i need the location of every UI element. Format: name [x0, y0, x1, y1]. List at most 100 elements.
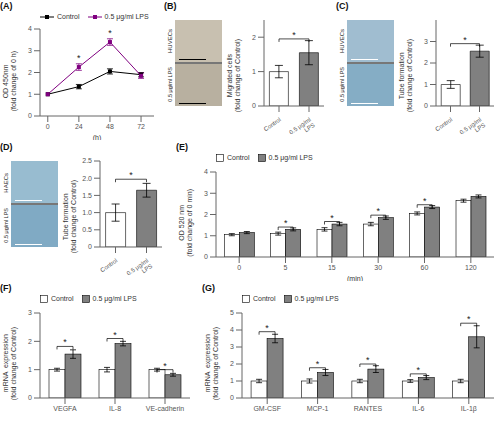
svg-text:(min): (min) [347, 275, 363, 281]
html-text:OD 520 nm (fold change of 0 mi: OD 520 nm (fold change of 0 min) [178, 188, 193, 257]
svg-text:Control: Control [263, 116, 282, 132]
html-text:0.5 μg/ml LPS: 0.5 μg/ml LPS [2, 208, 9, 243]
html-text:(D): (D) [0, 142, 13, 152]
svg-text:4: 4 [230, 326, 234, 333]
svg-text:3: 3 [28, 309, 32, 316]
svg-text:3: 3 [424, 38, 428, 45]
svg-text:*: * [129, 170, 133, 180]
svg-text:0: 0 [28, 394, 32, 401]
svg-text:3: 3 [28, 47, 32, 54]
svg-text:4: 4 [204, 168, 208, 175]
svg-text:(h): (h) [93, 134, 102, 140]
svg-text:0: 0 [88, 243, 92, 250]
svg-text:15: 15 [328, 264, 336, 271]
html-text:(C): (C) [336, 1, 349, 11]
html-text:Control: Control [227, 154, 250, 161]
svg-text:0: 0 [237, 264, 241, 271]
html-text:Tube formation (fold change of: Tube formation (fold change of Control) [398, 39, 413, 113]
svg-text:*: * [284, 218, 288, 228]
svg-text:120: 120 [465, 264, 477, 271]
svg-text:VE-cadherin: VE-cadherin [146, 405, 185, 412]
svg-text:5: 5 [284, 264, 288, 271]
svg-text:VEGFA: VEGFA [53, 405, 77, 412]
svg-text:2: 2 [252, 34, 256, 41]
svg-text:1.0: 1.0 [82, 209, 92, 216]
svg-text:*: * [467, 314, 471, 324]
html-text:(B): (B) [164, 1, 177, 11]
svg-text:IL-8: IL-8 [109, 405, 121, 412]
html-text:mRNA expression (fold change o: mRNA expression (fold change of Control) [204, 326, 219, 401]
html-text:Migrated cells (fold change of: Migrated cells (fold change of Control) [226, 39, 241, 113]
svg-text:*: * [463, 35, 467, 45]
svg-text:24: 24 [75, 123, 83, 130]
svg-text:0: 0 [28, 112, 32, 119]
svg-text:*: * [63, 337, 67, 347]
svg-text:1: 1 [204, 232, 208, 239]
svg-text:0.5 μg/mlLPS: 0.5 μg/mlLPS [288, 116, 316, 140]
svg-text:Control: Control [99, 257, 118, 273]
svg-text:*: * [423, 196, 427, 206]
svg-text:*: * [163, 361, 167, 371]
svg-text:48: 48 [106, 123, 114, 130]
svg-text:0.5: 0.5 [82, 226, 92, 233]
svg-text:*: * [330, 213, 334, 223]
html-text:mRNA expression (fold change o: mRNA expression (fold change of Control) [2, 326, 17, 401]
html-text:0.5 μg/ml LPS: 0.5 μg/ml LPS [338, 67, 345, 102]
svg-text:2: 2 [28, 338, 32, 345]
svg-text:GM-CSF: GM-CSF [253, 405, 281, 412]
svg-text:0: 0 [230, 394, 234, 401]
svg-text:0: 0 [46, 123, 50, 130]
svg-text:72: 72 [137, 123, 145, 130]
html-text:0.5 μg/ml LPS: 0.5 μg/ml LPS [166, 67, 173, 102]
svg-text:*: * [377, 206, 381, 216]
svg-text:2: 2 [28, 69, 32, 76]
svg-text:2: 2 [204, 211, 208, 218]
svg-text:*: * [316, 359, 320, 369]
svg-text:4: 4 [28, 25, 32, 32]
svg-text:1: 1 [28, 91, 32, 98]
svg-text:1: 1 [252, 68, 256, 75]
html-text:OD 450nm (fold change of 0 h): OD 450nm (fold change of 0 h) [2, 51, 17, 112]
svg-text:IL-1β: IL-1β [461, 405, 477, 413]
svg-text:*: * [108, 28, 112, 38]
svg-text:2: 2 [230, 360, 234, 367]
svg-text:Control: Control [434, 116, 453, 132]
svg-text:2.0: 2.0 [82, 175, 92, 182]
svg-text:0: 0 [424, 102, 428, 109]
svg-text:IL-6: IL-6 [412, 405, 424, 412]
html-text:HUVECs: HUVECs [166, 29, 173, 54]
svg-text:*: * [265, 323, 269, 333]
svg-text:60: 60 [421, 264, 429, 271]
svg-text:*: * [113, 330, 117, 340]
svg-text:*: * [292, 30, 296, 40]
svg-text:2: 2 [424, 59, 428, 66]
svg-text:5: 5 [230, 309, 234, 316]
svg-text:3: 3 [204, 190, 208, 197]
svg-text:*: * [417, 365, 421, 375]
svg-text:2.5: 2.5 [82, 157, 92, 164]
svg-text:MCP-1: MCP-1 [307, 405, 329, 412]
html-text:HUVECs: HUVECs [338, 29, 345, 54]
svg-text:0.5 μg/mlLPS: 0.5 μg/mlLPS [459, 116, 487, 140]
html-text:0.5 μg/ml LPS: 0.5 μg/ml LPS [268, 154, 313, 161]
svg-text:1: 1 [230, 377, 234, 384]
svg-text:*: * [366, 355, 370, 365]
svg-text:1: 1 [424, 81, 428, 88]
svg-text:*: * [77, 53, 81, 63]
html-text:(A): (A) [0, 1, 13, 11]
html-text:HAECs: HAECs [2, 172, 9, 193]
html-text:Control: Control [57, 13, 80, 20]
svg-text:0: 0 [252, 102, 256, 109]
svg-text:0: 0 [204, 253, 208, 260]
html-text:(G): (G) [202, 283, 215, 293]
html-text:0.5 μg/ml LPS: 0.5 μg/ml LPS [104, 13, 149, 20]
html-text:(E): (E) [176, 142, 188, 152]
svg-text:RANTES: RANTES [354, 405, 383, 412]
svg-text:1: 1 [28, 366, 32, 373]
html-text:Tube formation (fold change of: Tube formation (fold change of Control) [62, 180, 77, 254]
svg-text:3: 3 [230, 343, 234, 350]
svg-text:1.5: 1.5 [82, 192, 92, 199]
svg-text:30: 30 [374, 264, 382, 271]
html-text:(F): (F) [0, 283, 12, 293]
svg-text:0.5 μg/mlLPS: 0.5 μg/mlLPS [126, 257, 154, 281]
